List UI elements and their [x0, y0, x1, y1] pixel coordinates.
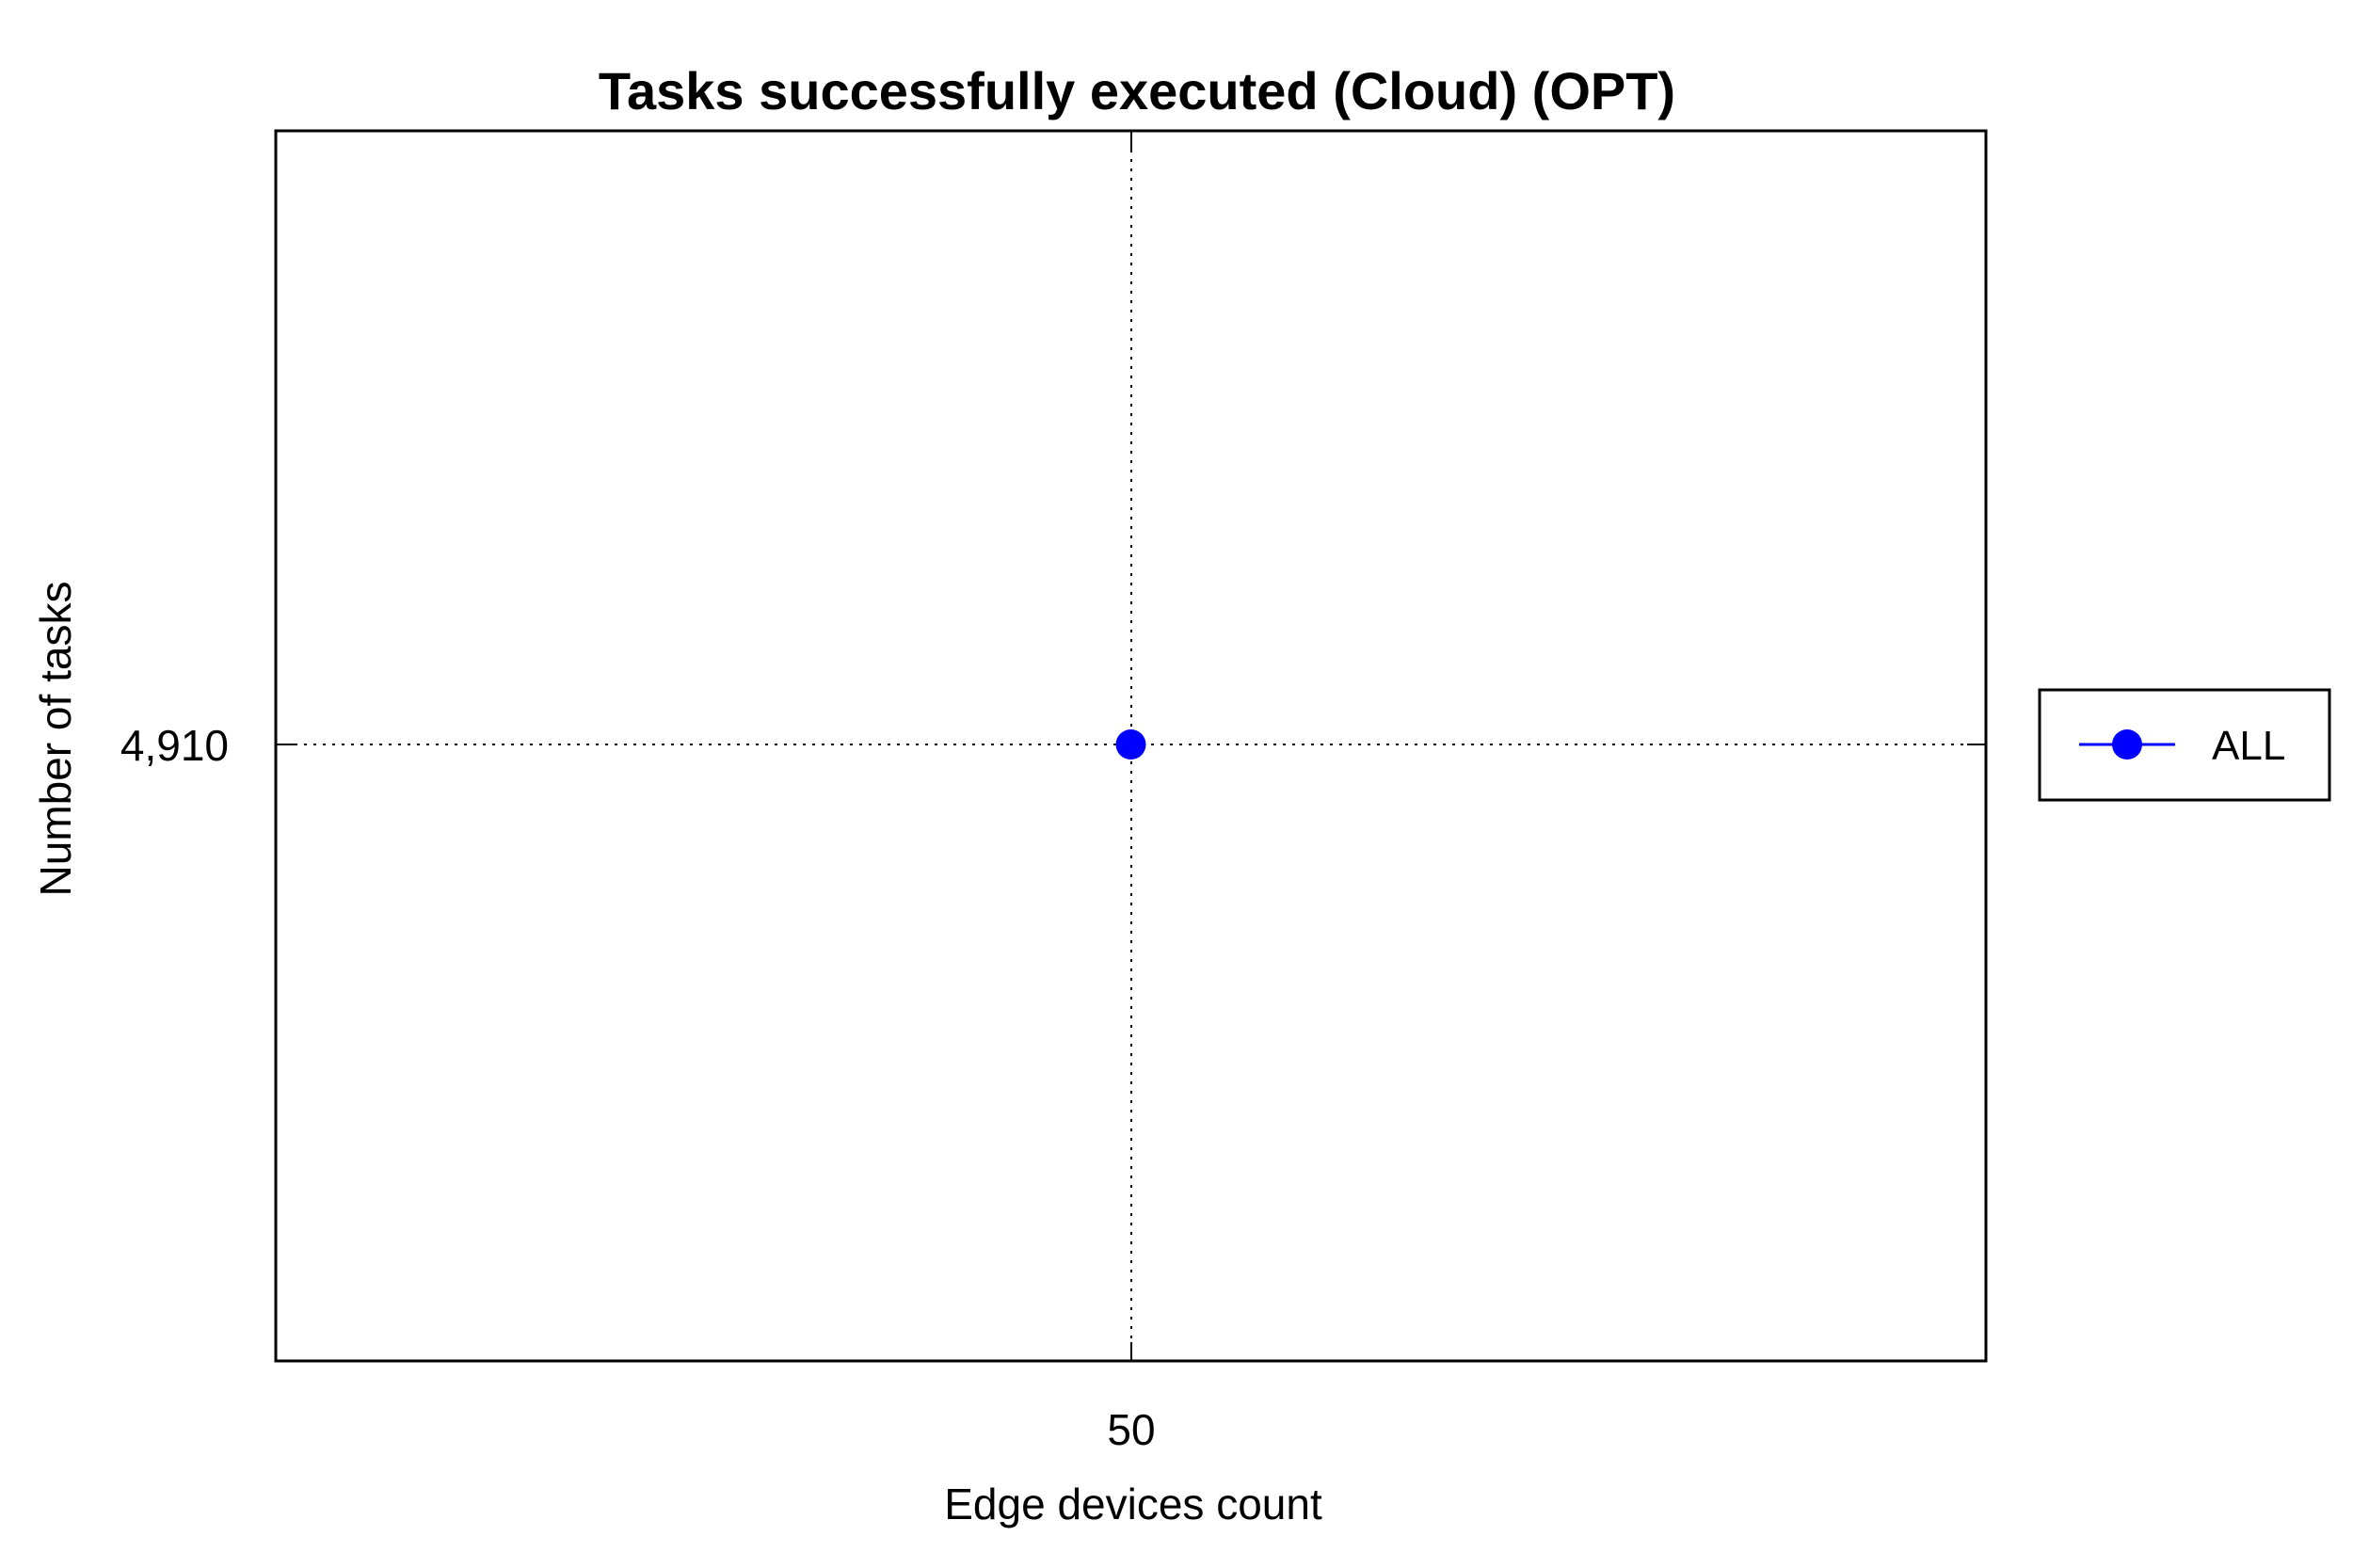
y-tick-label: 4,910 [120, 721, 229, 770]
legend-marker-all [2112, 729, 2142, 760]
x-axis-label: Edge devices count [944, 1480, 1322, 1528]
data-point [1115, 729, 1146, 760]
legend: ALL [2038, 688, 2331, 802]
x-tick-label: 50 [1107, 1405, 1155, 1454]
y-axis-label: Number of tasks [31, 582, 80, 897]
chart-title: Tasks successfully executed (Cloud) (OPT… [599, 61, 1675, 120]
legend-label-all: ALL [2212, 723, 2285, 769]
series-all [1115, 729, 1146, 760]
